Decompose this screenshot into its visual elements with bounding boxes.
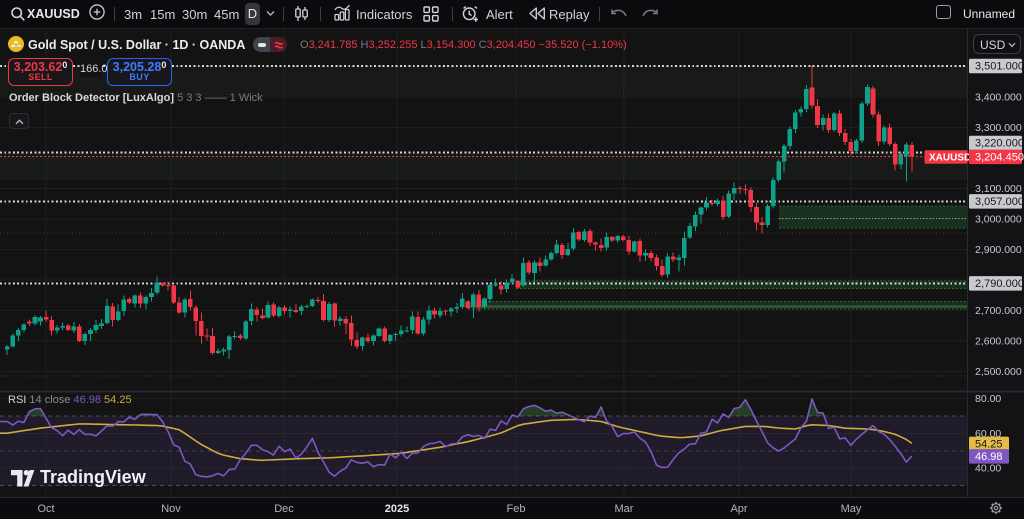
svg-text:3,000.000: 3,000.000 xyxy=(975,213,1022,225)
svg-text:46.98: 46.98 xyxy=(975,451,1003,463)
svg-text:Dec: Dec xyxy=(274,503,294,515)
svg-text:3,057.000: 3,057.000 xyxy=(975,196,1024,208)
svg-text:Apr: Apr xyxy=(730,503,747,515)
svg-text:Nov: Nov xyxy=(161,503,181,515)
svg-text:2025: 2025 xyxy=(385,503,409,515)
svg-text:Oct: Oct xyxy=(37,503,54,515)
svg-text:80.00: 80.00 xyxy=(975,393,1001,405)
svg-text:Mar: Mar xyxy=(615,503,634,515)
svg-text:3,501.000: 3,501.000 xyxy=(975,61,1024,73)
svg-text:3,400.000: 3,400.000 xyxy=(975,91,1022,103)
svg-text:3,300.000: 3,300.000 xyxy=(975,122,1022,134)
svg-text:2,900.000: 2,900.000 xyxy=(975,244,1022,256)
svg-text:54.25: 54.25 xyxy=(975,439,1003,451)
svg-text:3,220.000: 3,220.000 xyxy=(975,138,1024,150)
svg-text:3,100.000: 3,100.000 xyxy=(975,183,1022,195)
svg-text:40.00: 40.00 xyxy=(975,463,1001,475)
svg-text:3,204.450: 3,204.450 xyxy=(975,152,1024,164)
svg-text:XAUUSD: XAUUSD xyxy=(929,152,971,163)
svg-text:2,700.000: 2,700.000 xyxy=(975,305,1022,317)
svg-text:2,790.000: 2,790.000 xyxy=(975,278,1024,290)
svg-text:2,500.000: 2,500.000 xyxy=(975,366,1022,378)
svg-text:May: May xyxy=(841,503,862,515)
svg-text:Feb: Feb xyxy=(507,503,526,515)
svg-text:2,600.000: 2,600.000 xyxy=(975,335,1022,347)
